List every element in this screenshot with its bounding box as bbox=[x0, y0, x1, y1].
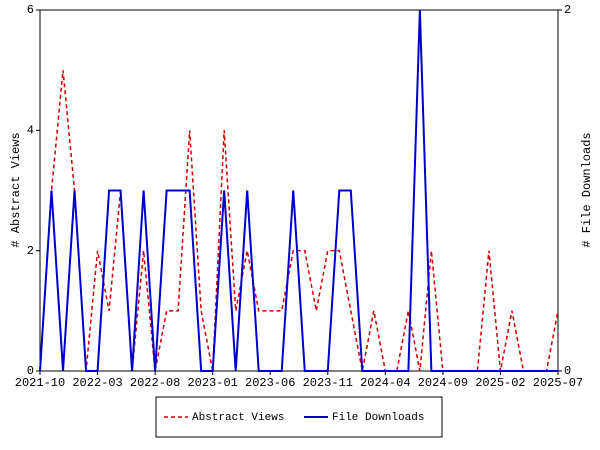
x-tick-label: 2024-04 bbox=[360, 376, 410, 390]
y2-axis-label: # File Downloads bbox=[580, 132, 594, 247]
legend-label: File Downloads bbox=[332, 412, 424, 424]
legend bbox=[155, 396, 443, 438]
x-tick-label: 2025-07 bbox=[533, 376, 583, 390]
series-line bbox=[39, 9, 558, 372]
legend-label: Abstract Views bbox=[192, 412, 284, 424]
y-axis-label: # Abstract Views bbox=[9, 132, 23, 247]
x-tick-label: 2025-02 bbox=[475, 376, 525, 390]
x-tick-label: 2024-09 bbox=[418, 376, 468, 390]
y-tick-label: 6 bbox=[27, 3, 34, 17]
y2-tick-label: 0 bbox=[564, 364, 571, 378]
y2-tick-label: 2 bbox=[564, 3, 571, 17]
x-tick-label: 2021-10 bbox=[15, 376, 65, 390]
y-tick-label: 4 bbox=[27, 124, 34, 138]
x-tick-label: 2022-03 bbox=[72, 376, 122, 390]
x-tick-label: 2022-08 bbox=[130, 376, 180, 390]
y-tick-label: 2 bbox=[27, 244, 34, 258]
x-tick-label: 2023-01 bbox=[187, 376, 237, 390]
plot-frame bbox=[39, 9, 559, 372]
x-tick-label: 2023-06 bbox=[245, 376, 295, 390]
x-tick-label: 2023-11 bbox=[303, 376, 353, 390]
y-tick-label: 0 bbox=[27, 364, 34, 378]
